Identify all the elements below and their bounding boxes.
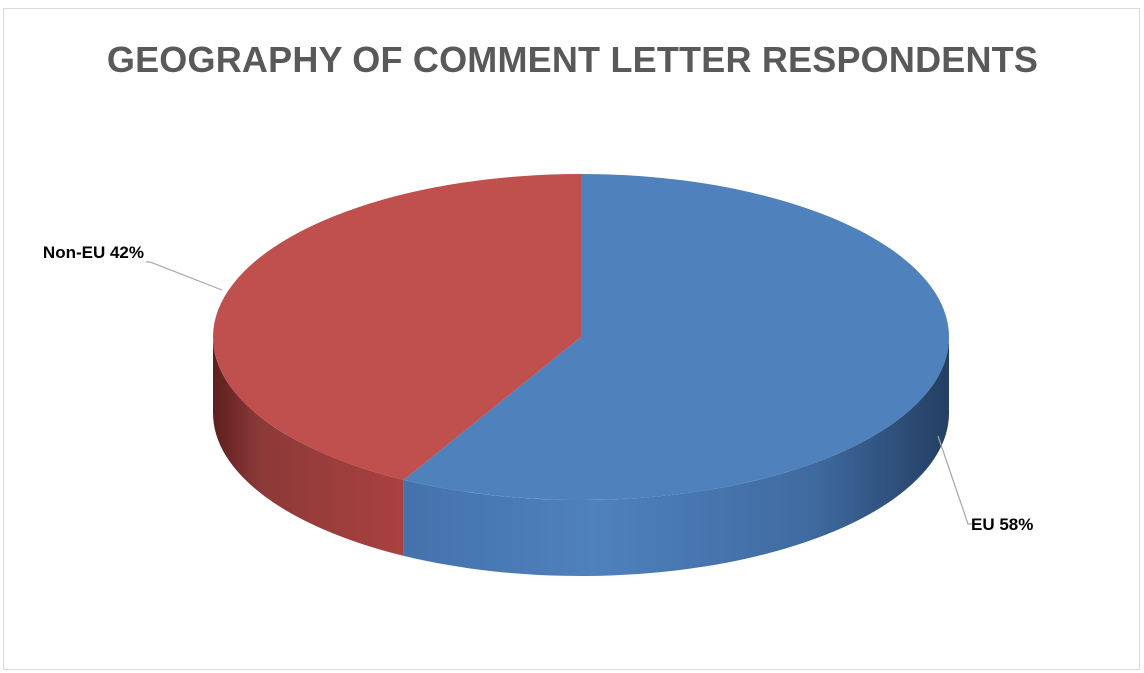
leader-line-non-eu (146, 261, 223, 291)
pie-slice-side-non-eu (213, 337, 404, 556)
data-label-non-eu: Non-EU 42% (43, 243, 144, 262)
pie-slice-non-eu (213, 174, 581, 480)
data-label-eu: EU 58% (971, 515, 1033, 534)
pie-slice-eu (403, 173, 950, 501)
chart-title: GEOGRAPHY OF COMMENT LETTER RESPONDENTS (106, 39, 1039, 80)
leader-line-eu (937, 435, 972, 525)
pie-slice-side-eu (403, 337, 949, 576)
